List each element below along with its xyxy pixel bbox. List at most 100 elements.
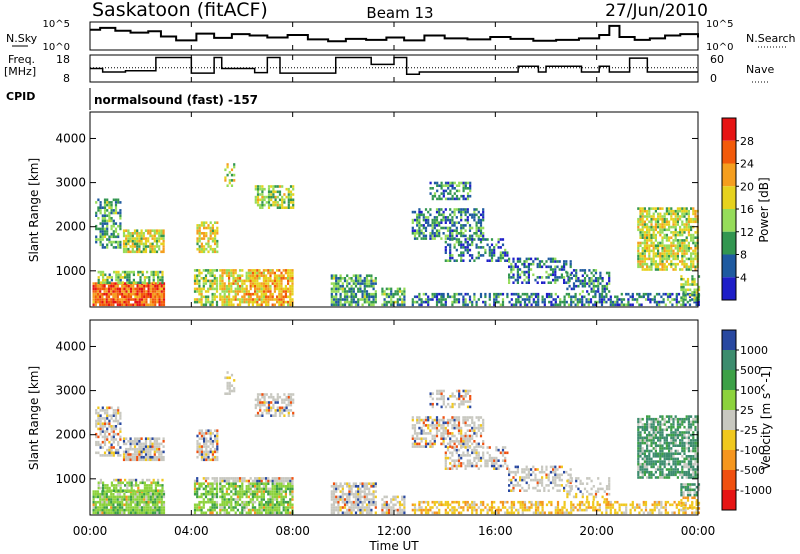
heatmap-cell [674, 265, 677, 269]
heatmap-cell [637, 254, 640, 258]
heatmap-cell [608, 271, 611, 275]
heatmap-cell [372, 284, 375, 288]
heatmap-cell [162, 506, 166, 509]
heatmap-cell [359, 500, 362, 504]
heatmap-cell [287, 395, 290, 399]
heatmap-cell [420, 298, 423, 301]
heatmap-cell [435, 292, 439, 296]
heatmap-cell [282, 274, 285, 277]
heatmap-cell [228, 181, 231, 185]
heatmap-cell [682, 285, 685, 289]
heatmap-cell [657, 207, 660, 210]
heatmap-cell [267, 279, 270, 283]
heatmap-cell [161, 273, 164, 277]
heatmap-cell [411, 229, 414, 232]
heatmap-cell [114, 230, 118, 233]
heatmap-cell [683, 247, 686, 250]
heatmap-cell [374, 503, 377, 507]
heatmap-cell [649, 292, 652, 296]
heatmap-cell [95, 201, 98, 204]
heatmap-cell [479, 238, 483, 241]
heatmap-cell [411, 226, 414, 230]
heatmap-cell [350, 503, 353, 507]
heatmap-cell [289, 490, 292, 493]
heatmap-cell [204, 495, 208, 499]
heatmap-cell [223, 485, 226, 488]
heatmap-cell [442, 192, 445, 195]
heatmap-cell [230, 500, 233, 504]
heatmap-cell [278, 282, 281, 285]
heatmap-cell [365, 279, 369, 283]
heatmap-cell [674, 268, 677, 271]
heatmap-cell [193, 490, 197, 493]
heatmap-cell [398, 503, 402, 507]
heatmap-cell [586, 290, 589, 293]
heatmap-cell [521, 281, 524, 284]
heatmap-cell [424, 226, 428, 230]
heatmap-cell [683, 212, 686, 216]
heatmap-cell [267, 269, 270, 272]
heatmap-cell [142, 234, 145, 238]
heatmap-cell [158, 455, 161, 459]
heatmap-cell [112, 425, 115, 428]
heatmap-cell [464, 234, 467, 238]
heatmap-cell [155, 245, 159, 248]
heatmap-cell [346, 284, 349, 288]
heatmap-cell [265, 292, 268, 296]
heatmap-cell [280, 290, 283, 293]
heatmap-cell [106, 414, 109, 417]
heatmap-cell [368, 298, 371, 301]
heatmap-cell [215, 300, 219, 304]
heatmap-cell [416, 229, 419, 232]
heatmap-cell [202, 269, 205, 272]
heatmap-cell [99, 427, 102, 431]
heatmap-cell [106, 203, 109, 207]
heatmap-cell [289, 393, 293, 396]
heatmap-cell [158, 447, 161, 451]
heatmap-cell [234, 490, 237, 493]
heatmap-cell [258, 490, 261, 493]
heatmap-cell [223, 477, 226, 480]
heatmap-cell [458, 181, 461, 185]
heatmap-cell [107, 498, 111, 501]
heatmap-cell [125, 495, 128, 499]
heatmap-cell [427, 298, 430, 301]
heatmap-cell [372, 498, 375, 501]
heatmap-cell [460, 218, 463, 222]
heatmap-cell [291, 485, 294, 488]
heatmap-cell [639, 209, 642, 213]
heatmap-cell [99, 500, 102, 504]
heatmap-cell [289, 403, 293, 407]
heatmap-cell [368, 490, 371, 493]
heatmap-cell [228, 389, 231, 393]
heatmap-cell [141, 273, 144, 277]
heatmap-cell [291, 292, 294, 296]
heatmap-cell [692, 241, 695, 245]
heatmap-cell [196, 487, 199, 491]
heatmap-cell [269, 274, 272, 277]
heatmap-cell [335, 498, 338, 501]
heatmap-cell [343, 279, 347, 283]
heatmap-cell [435, 295, 439, 299]
heatmap-cell [341, 287, 344, 291]
heatmap-cell [641, 268, 644, 271]
heatmap-cell [215, 503, 219, 507]
heatmap-cell [124, 489, 127, 492]
heatmap-cell [97, 217, 100, 220]
heatmap-cell [137, 486, 140, 490]
heatmap-cell [654, 207, 657, 210]
heatmap-cell [147, 290, 150, 293]
heatmap-cell [332, 277, 336, 280]
heatmap-cell [575, 277, 578, 280]
heatmap-cell [686, 288, 690, 292]
heatmap-cell [265, 411, 268, 415]
heatmap-cell [636, 300, 639, 304]
heatmap-cell [516, 276, 519, 279]
heatmap-cell [460, 229, 463, 232]
heatmap-cell [276, 295, 279, 299]
heatmap-cell [639, 257, 642, 261]
heatmap-cell [101, 435, 104, 439]
heatmap-cell [118, 503, 122, 507]
heatmap-cell [211, 498, 214, 501]
heatmap-cell [110, 451, 113, 455]
